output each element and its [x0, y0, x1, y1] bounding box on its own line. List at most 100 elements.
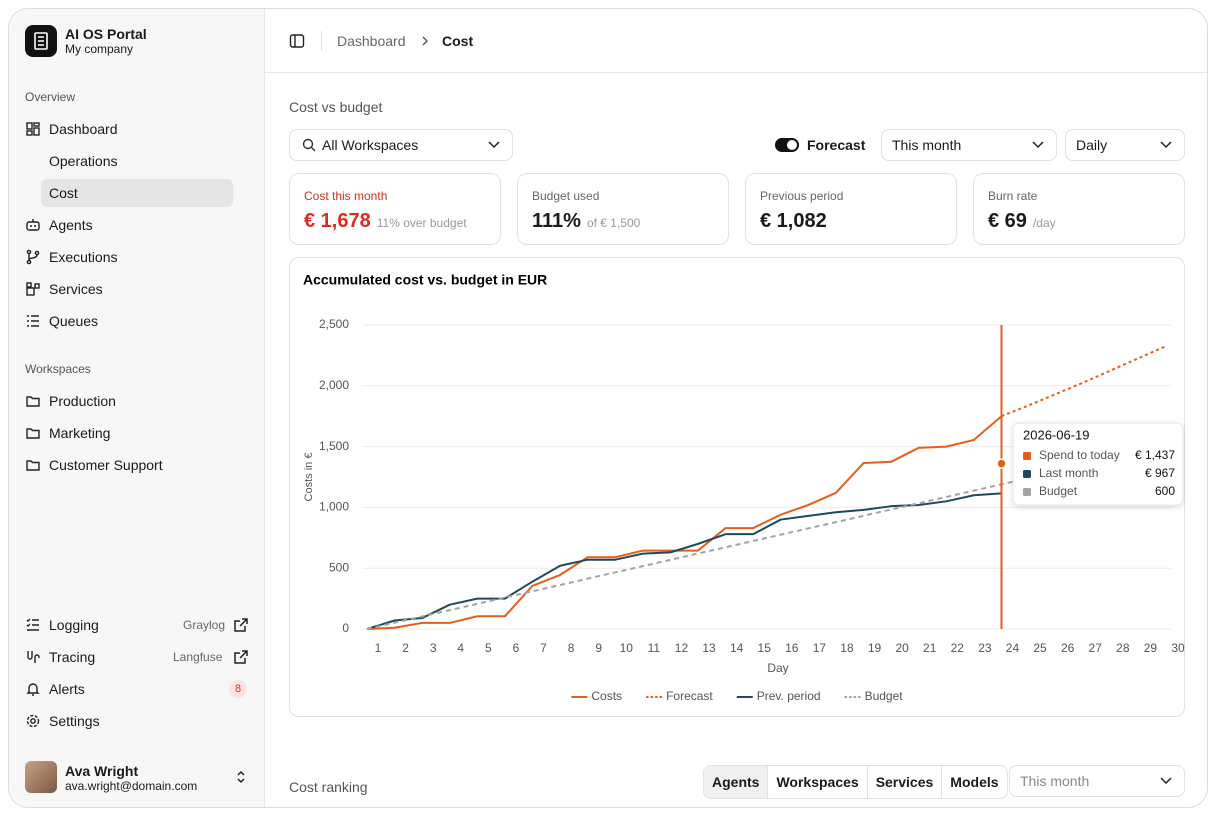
ranking-tabs: Agents Workspaces Services Models: [703, 765, 1008, 799]
kpi-label: Previous period: [760, 189, 844, 203]
icon: [27, 315, 39, 327]
chevron: [488, 141, 500, 149]
tooltip-name: Spend to today: [1039, 448, 1120, 462]
ranking-period-select[interactable]: This month: [1009, 765, 1185, 797]
y-tick-label: 0: [342, 621, 349, 635]
cursor-dot: [996, 458, 1007, 469]
x-tick-label: 5: [485, 641, 492, 655]
series-line: [1001, 344, 1168, 418]
icon: [26, 249, 40, 265]
workspace-select[interactable]: All Workspaces: [289, 129, 513, 161]
x-tick-label: 4: [457, 641, 464, 655]
nav-item[interactable]: Marketing: [25, 419, 110, 447]
legend-label: Costs: [591, 689, 622, 703]
forecast-toggle[interactable]: [775, 138, 799, 152]
x-tick-label: 1: [375, 641, 382, 655]
tab[interactable]: Workspaces: [768, 766, 868, 798]
sidebar: AI OS Portal My company Overview Dashboa…: [9, 9, 265, 807]
nav-item[interactable]: Operations: [49, 147, 117, 175]
link-label[interactable]: Langfuse: [173, 650, 223, 664]
tooltip-value: € 1,437: [1135, 448, 1175, 462]
nav-item[interactable]: Tracing: [25, 643, 95, 671]
nav-item[interactable]: Logging: [25, 611, 99, 639]
x-tick-label: 30: [1171, 641, 1185, 655]
header-separator: [321, 31, 322, 51]
link-label[interactable]: Graylog: [183, 618, 226, 632]
legend-label: Forecast: [666, 689, 713, 703]
x-tick-label: 7: [540, 641, 547, 655]
nav-label: Agents: [49, 217, 93, 233]
period-select[interactable]: This month: [881, 129, 1057, 161]
nav-label: Logging: [49, 617, 99, 633]
user-menu-chevron[interactable]: [233, 769, 249, 785]
kpi-value: 111%: [532, 210, 581, 232]
x-tick-label: 23: [978, 641, 992, 655]
group-label: Workspaces: [25, 362, 91, 376]
x-tick-label: 6: [513, 641, 520, 655]
tooltip-name: Last month: [1039, 466, 1098, 480]
kpi-card: Budget used 111% of € 1,500: [517, 173, 729, 245]
nav-item[interactable]: Services: [25, 275, 103, 303]
nav-label: Dashboard: [49, 121, 118, 137]
section-title: Cost vs budget: [289, 99, 383, 115]
nav-item[interactable]: Agents: [25, 211, 93, 239]
breadcrumb-chevron: [422, 36, 428, 46]
granularity-select[interactable]: Daily: [1065, 129, 1185, 161]
tooltip-name: Budget: [1039, 484, 1078, 498]
nav-item[interactable]: Alerts: [25, 675, 85, 703]
external-link-icon[interactable]: [233, 649, 249, 665]
legend-label: Prev. period: [757, 689, 821, 703]
kpi-value: € 1,678: [304, 210, 371, 232]
nav-label: Operations: [49, 153, 118, 169]
nav-item[interactable]: Settings: [25, 707, 100, 735]
user-avatar: [25, 761, 57, 793]
x-tick-label: 12: [675, 641, 689, 655]
icon: [26, 428, 40, 439]
tooltip-value: € 967: [1145, 466, 1175, 480]
icon: [26, 219, 40, 231]
x-tick-label: 10: [620, 641, 634, 655]
x-tick-label: 8: [568, 641, 575, 655]
sidebar-toggle[interactable]: [289, 33, 305, 49]
breadcrumb-item[interactable]: Dashboard: [337, 33, 406, 49]
brand-icon: [34, 32, 48, 50]
x-tick-label: 20: [895, 641, 909, 655]
tab[interactable]: Services: [868, 766, 943, 798]
alert-badge: 8: [229, 680, 247, 698]
user-email: ava.wright@domain.com: [65, 779, 198, 793]
brand-logo: [25, 25, 57, 57]
x-tick-label: 22: [951, 641, 965, 655]
nav-item[interactable]: Dashboard: [25, 115, 118, 143]
nav-item[interactable]: Queues: [25, 307, 98, 335]
series-line: [366, 415, 1003, 630]
select-value: Daily: [1076, 137, 1108, 153]
x-tick-label: 25: [1033, 641, 1047, 655]
kpi-label: Budget used: [532, 189, 600, 203]
kpi-card: Burn rate € 69/day: [973, 173, 1185, 245]
legend: Costs Forecast Prev. period Budget: [571, 689, 903, 703]
x-tick-label: 14: [730, 641, 744, 655]
nav-label: Tracing: [49, 649, 96, 665]
external-link-icon[interactable]: [233, 617, 249, 633]
kpi-note: 11% over budget: [376, 216, 467, 230]
chevron: [1160, 141, 1172, 149]
nav-label: Alerts: [49, 681, 85, 697]
nav-item[interactable]: Cost: [49, 179, 78, 207]
x-tick-label: 9: [595, 641, 602, 655]
kpi-value: € 69: [988, 210, 1027, 232]
select-value: All Workspaces: [322, 137, 419, 153]
icon: [26, 714, 40, 728]
icon: [26, 396, 40, 407]
x-tick-label: 28: [1116, 641, 1130, 655]
series-line: [366, 492, 1002, 630]
x-tick-label: 27: [1089, 641, 1103, 655]
nav-item[interactable]: Executions: [25, 243, 117, 271]
nav-item[interactable]: Customer Support: [25, 451, 163, 479]
group-label: Overview: [25, 90, 76, 104]
chart: Accumulated cost vs. budget in EUR 0 500 1…: [303, 272, 1185, 703]
nav-label: Services: [49, 281, 103, 297]
tab[interactable]: Agents: [704, 766, 769, 798]
nav-item[interactable]: Production: [25, 387, 116, 415]
tab[interactable]: Models: [950, 774, 999, 790]
icon: [26, 282, 40, 296]
